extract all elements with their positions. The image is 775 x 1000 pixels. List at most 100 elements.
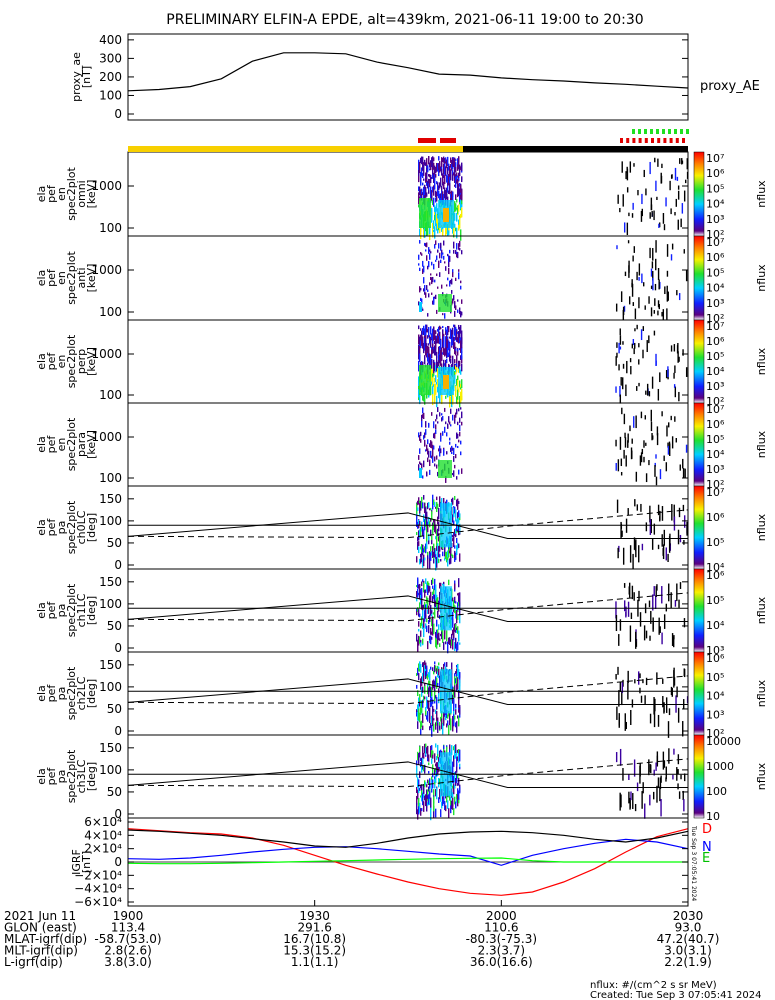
spectrogram-pixel — [437, 682, 439, 687]
spectrogram-pixel — [643, 440, 645, 448]
spectrogram-pixel — [419, 240, 421, 244]
spectrogram-pixel — [645, 630, 648, 639]
spectrogram-pixel — [446, 338, 448, 348]
spectrogram-pixel — [440, 716, 442, 722]
spectrogram-pixel — [461, 207, 463, 218]
spectrogram-pixel — [623, 583, 626, 588]
spectrogram-pixel — [667, 442, 669, 448]
spectrogram-pixel — [445, 166, 447, 176]
spectrogram-pixel — [441, 284, 443, 289]
spectrogram-pixel — [437, 286, 439, 289]
spectrogram-pixel — [431, 277, 433, 285]
spectrogram-pixel — [440, 326, 442, 330]
spectrogram-pixel — [645, 473, 648, 483]
science-zone-tick-green — [656, 129, 659, 134]
spectrogram-pixel — [655, 180, 657, 192]
spectrogram-pixel — [457, 641, 459, 651]
spectrogram-pixel — [454, 184, 456, 187]
spectrogram-pixel — [441, 347, 443, 355]
spectrogram-pixel — [427, 557, 429, 569]
footer-row-label: 2021 Jun 11 — [4, 909, 76, 923]
spectrogram-pixel — [461, 311, 463, 316]
spectrogram-pixel — [675, 198, 677, 207]
spectrogram-pixel — [619, 335, 622, 345]
spectrogram-pixel — [423, 627, 425, 638]
spectrogram-pixel — [655, 360, 657, 366]
spectrogram-pixel — [671, 504, 673, 521]
spectrogram-pixel — [422, 156, 424, 167]
spectrogram-pixel — [447, 720, 449, 726]
spectrogram-pixel — [418, 192, 420, 200]
spectrogram-pixel — [422, 746, 424, 752]
spectrogram-pixel — [658, 279, 660, 290]
spectrogram-pixel — [459, 615, 461, 624]
spectrogram-pixel — [428, 786, 430, 792]
spectrogram-pixel — [434, 432, 436, 439]
spectrogram-pixel — [638, 590, 640, 602]
spectrogram-pixel — [435, 589, 437, 601]
spectrogram-pixel — [438, 533, 440, 537]
spectrogram-pixel — [640, 411, 643, 419]
spectrogram-pixel — [629, 161, 632, 173]
spectrogram-pixel — [457, 158, 459, 165]
spectrogram-pixel — [636, 386, 638, 391]
spectrogram-pixel — [457, 331, 459, 334]
spectrogram-pixel — [460, 185, 462, 193]
spectrogram-pixel — [440, 435, 442, 442]
spectrogram-pixel — [427, 581, 429, 585]
spectrogram-pixel — [426, 285, 428, 291]
spectrogram-pixel — [635, 471, 638, 482]
spectrogram-pixel — [431, 192, 433, 200]
spectrogram-pixel — [431, 207, 433, 218]
spectrogram-pixel — [422, 475, 424, 479]
colorbar-tick-label: 10⁵ — [706, 433, 724, 446]
spectrogram-pixel — [620, 458, 623, 467]
spectrogram-pixel — [433, 557, 435, 560]
spectrogram-pixel — [451, 190, 453, 203]
panel-frame — [127, 235, 689, 321]
spectrogram-pixel — [627, 240, 630, 244]
spectrogram-pixel — [450, 355, 452, 359]
spectrogram-pixel — [432, 276, 434, 282]
spectrogram-pixel — [446, 551, 448, 563]
spectrogram-pixel — [459, 328, 461, 338]
spectrogram-pixel — [432, 699, 434, 704]
spectrogram-pixel — [442, 551, 444, 557]
spectrogram-pixel — [424, 502, 426, 510]
spectrogram-pixel — [419, 161, 421, 174]
spectrogram-pixel — [454, 310, 456, 317]
spectrogram-pixel — [443, 793, 445, 804]
spectrogram-pixel — [440, 633, 442, 637]
spectrogram-pixel — [438, 522, 440, 532]
spectrogram-pixel — [438, 260, 440, 265]
spectrogram-pixel — [654, 595, 657, 610]
y-tick-label: 100 — [99, 388, 122, 402]
spectrogram-pixel — [433, 789, 435, 800]
spectrogram-pixel — [459, 366, 461, 374]
colorbar-tick-label: 10⁴ — [706, 282, 725, 295]
spectrogram-pixel — [430, 798, 432, 810]
spectrogram-pixel — [434, 174, 436, 180]
spectrogram-pixel — [442, 336, 444, 346]
spectrogram-pixel — [459, 553, 461, 562]
spectrogram-pixel — [425, 449, 427, 452]
spectrogram-pixel — [428, 625, 430, 634]
spectrogram-pixel — [640, 210, 643, 222]
spectrogram-pixel — [435, 808, 437, 818]
anti-loss-cone-line — [127, 592, 689, 622]
spectrogram-pixel — [424, 696, 426, 700]
y-axis-label-line: ela — [35, 685, 48, 702]
spectrogram-pixel — [457, 602, 459, 611]
spectrogram-pixel — [423, 662, 425, 672]
y-tick-label: 0 — [114, 807, 122, 821]
y-axis-label-line: ch0LC — [75, 510, 88, 544]
spectrogram-pixel — [616, 499, 619, 513]
spectrogram-pixel — [431, 749, 433, 758]
spectrogram-pixel — [438, 185, 440, 191]
spectrogram-pixel — [432, 616, 434, 627]
spectrogram-pixel — [435, 637, 437, 648]
spectrogram-pixel — [667, 721, 670, 738]
spectrogram-pixel — [442, 191, 444, 201]
